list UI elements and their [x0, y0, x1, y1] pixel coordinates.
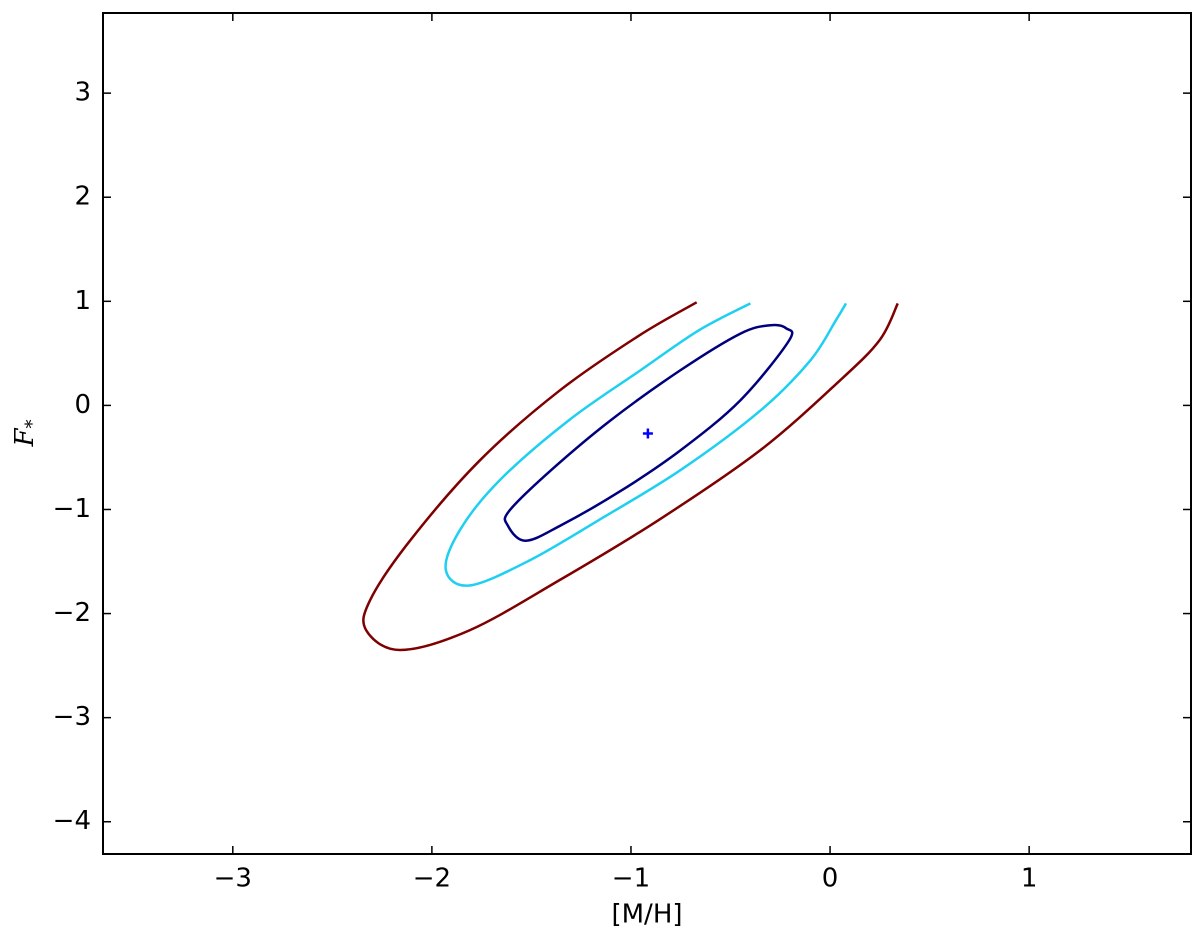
x-tick-label: −1	[612, 864, 650, 894]
y-tick-label: 2	[74, 182, 91, 212]
best-fit-marker	[642, 428, 653, 439]
y-tick-label: −2	[53, 598, 91, 628]
x-tick-label: −3	[214, 864, 252, 894]
contour-line	[503, 323, 794, 542]
x-tick-label: 0	[822, 864, 839, 894]
y-tick-label: 1	[74, 286, 91, 316]
plot-frame	[102, 12, 1192, 855]
x-axis-label: [M/H]	[611, 900, 682, 930]
x-tick-label: 1	[1021, 864, 1038, 894]
y-tick-label: −3	[53, 702, 91, 732]
contour-line	[444, 302, 848, 587]
y-axis-label: F*	[10, 419, 43, 447]
contour-line	[362, 301, 899, 652]
y-tick-label: −1	[53, 494, 91, 524]
y-label-sub: *	[22, 419, 43, 428]
y-label-base: F	[10, 428, 40, 448]
y-tick-label: −4	[53, 806, 91, 836]
x-tick-label: −2	[413, 864, 451, 894]
y-tick-label: 0	[74, 390, 91, 420]
y-tick-label: 3	[74, 78, 91, 108]
